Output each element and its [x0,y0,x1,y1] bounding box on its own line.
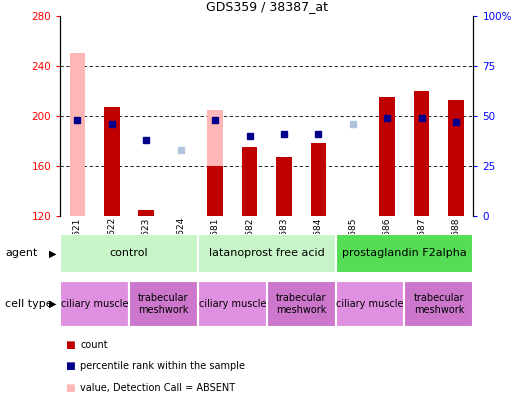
Bar [267,281,336,327]
Bar [448,99,464,216]
Bar [70,53,85,216]
Bar [414,91,429,216]
Text: ciliary muscle: ciliary muscle [199,299,266,309]
Bar [60,281,129,327]
Bar [336,281,404,327]
Text: ■: ■ [65,339,75,350]
Title: GDS359 / 38387_at: GDS359 / 38387_at [206,0,328,13]
Text: ■: ■ [65,383,75,393]
Bar [380,97,395,216]
Bar [198,281,267,327]
Text: trabecular
meshwork: trabecular meshwork [414,293,464,315]
Text: ▶: ▶ [49,299,56,309]
Text: ciliary muscle: ciliary muscle [61,299,128,309]
Bar [336,234,473,273]
Bar [129,281,198,327]
Text: agent: agent [5,248,38,259]
Text: trabecular
meshwork: trabecular meshwork [276,293,326,315]
Text: count: count [80,339,108,350]
Text: ciliary muscle: ciliary muscle [336,299,404,309]
Text: prostaglandin F2alpha: prostaglandin F2alpha [342,248,467,259]
Bar [242,147,257,216]
Bar [207,110,223,216]
Text: latanoprost free acid: latanoprost free acid [209,248,325,259]
Text: trabecular
meshwork: trabecular meshwork [138,293,189,315]
Bar [198,234,336,273]
Bar [139,209,154,216]
Text: percentile rank within the sample: percentile rank within the sample [80,361,245,371]
Bar [404,281,473,327]
Text: ▶: ▶ [49,248,56,259]
Text: cell type: cell type [5,299,53,309]
Text: ■: ■ [65,361,75,371]
Bar [60,234,198,273]
Bar [276,157,292,216]
Text: value, Detection Call = ABSENT: value, Detection Call = ABSENT [80,383,235,393]
Bar [207,166,223,216]
Bar [104,107,120,216]
Bar [311,143,326,216]
Text: control: control [110,248,149,259]
